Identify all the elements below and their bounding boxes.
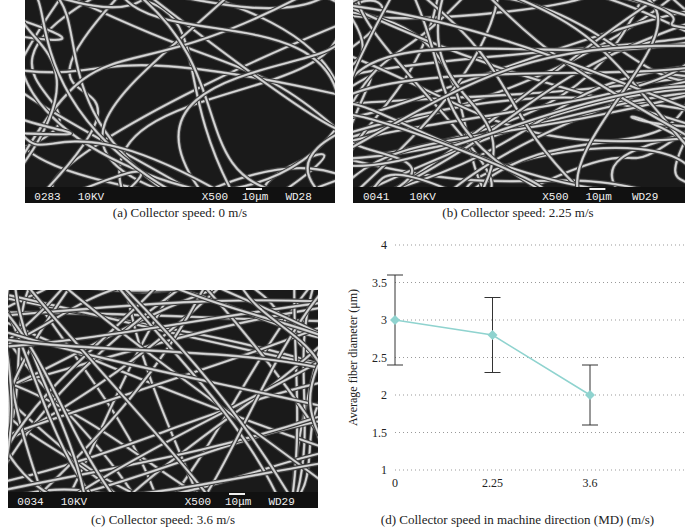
html-text:(b) Collector speed: 2.25 m/s: (b) Collector speed: 2.25 m/s bbox=[442, 205, 594, 220]
svg-text:WD28: WD28 bbox=[285, 191, 311, 203]
svg-text:10μm: 10μm bbox=[585, 191, 612, 203]
html-text:(c) Collector speed: 3.6 m/s: (c) Collector speed: 3.6 m/s bbox=[91, 512, 235, 527]
svg-text:1.5: 1.5 bbox=[372, 426, 387, 440]
svg-text:Average fiber diameter (μm): Average fiber diameter (μm) bbox=[346, 289, 360, 426]
svg-text:3: 3 bbox=[381, 313, 387, 327]
html-text:(a) Collector speed: 0 m/s: (a) Collector speed: 0 m/s bbox=[112, 205, 248, 220]
svg-text:0034: 0034 bbox=[17, 496, 44, 508]
svg-text:0041: 0041 bbox=[363, 191, 390, 203]
svg-text:10KV: 10KV bbox=[78, 191, 105, 203]
svg-text:X500: X500 bbox=[185, 496, 211, 508]
svg-text:10KV: 10KV bbox=[409, 191, 436, 203]
html-text:(d) Collector speed in machine: (d) Collector speed in machine direction… bbox=[380, 512, 655, 527]
svg-text:0: 0 bbox=[392, 476, 398, 490]
svg-text:2: 2 bbox=[381, 388, 387, 402]
svg-text:WD29: WD29 bbox=[268, 496, 294, 508]
svg-text:0283: 0283 bbox=[34, 191, 60, 203]
svg-text:2.25: 2.25 bbox=[482, 476, 503, 490]
svg-text:10μm: 10μm bbox=[242, 191, 269, 203]
svg-text:3.5: 3.5 bbox=[372, 276, 387, 290]
svg-text:10KV: 10KV bbox=[61, 496, 88, 508]
svg-text:3.6: 3.6 bbox=[583, 476, 598, 490]
svg-text:WD29: WD29 bbox=[632, 191, 658, 203]
svg-text:X500: X500 bbox=[542, 191, 568, 203]
svg-text:4: 4 bbox=[381, 238, 387, 252]
svg-text:1: 1 bbox=[381, 463, 387, 477]
svg-text:X500: X500 bbox=[202, 191, 228, 203]
svg-text:10μm: 10μm bbox=[225, 496, 252, 508]
svg-text:2.5: 2.5 bbox=[372, 351, 387, 365]
